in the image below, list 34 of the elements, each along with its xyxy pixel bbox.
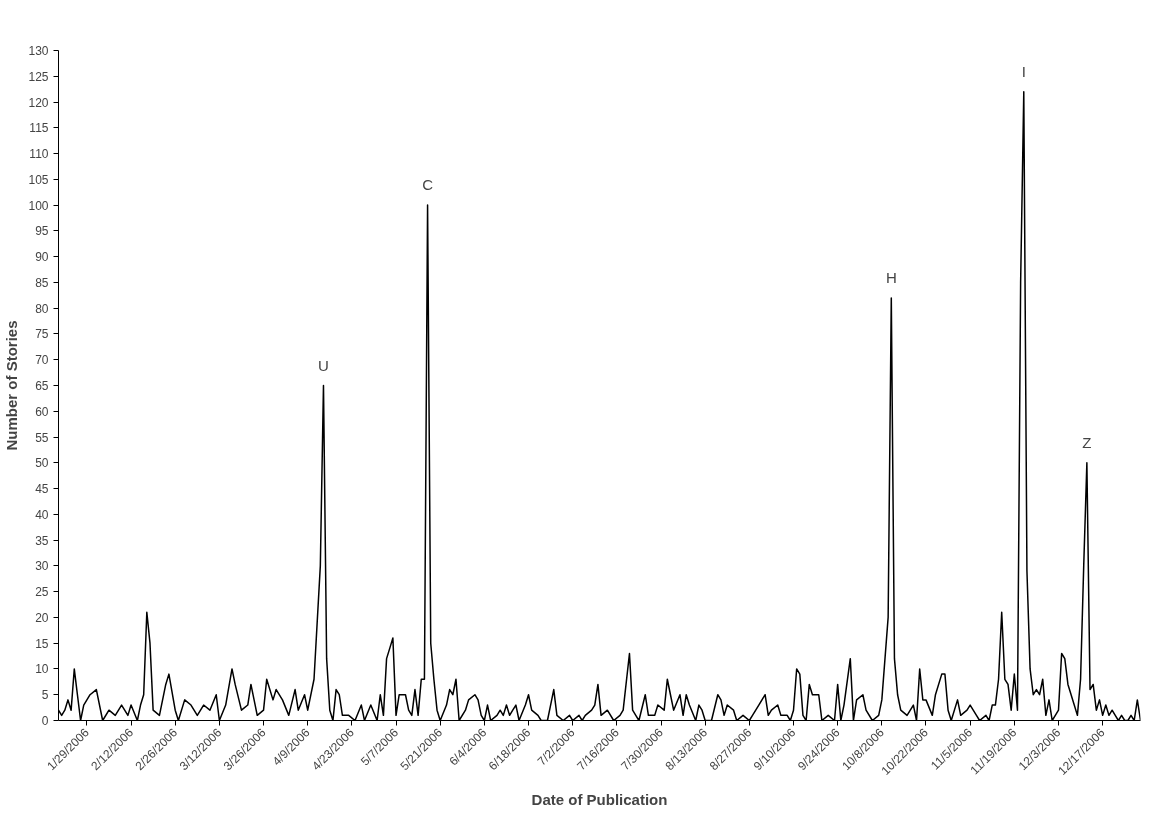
y-tick-label: 110 xyxy=(29,147,49,162)
y-tick-label: 0 xyxy=(41,714,49,728)
y-tick-label: 70 xyxy=(35,353,49,368)
y-tick-label: 45 xyxy=(35,482,49,497)
annotation: Z xyxy=(1082,433,1092,451)
y-tick-label: 65 xyxy=(35,379,49,393)
y-tick-label: 80 xyxy=(35,301,49,316)
y-tick-label: 115 xyxy=(29,121,49,136)
y-tick-label: 125 xyxy=(28,69,49,84)
y-tick-label: 90 xyxy=(35,250,49,265)
y-tick-label: 105 xyxy=(28,172,49,187)
annotation: I xyxy=(1021,62,1026,80)
y-tick-label: 100 xyxy=(28,198,49,213)
y-tick-label: 55 xyxy=(35,430,49,445)
y-tick-label: 40 xyxy=(35,507,49,522)
y-tick-label: 50 xyxy=(35,456,49,471)
y-tick-label: 30 xyxy=(35,559,49,574)
y-tick-label: 60 xyxy=(35,404,49,419)
y-tick-label: 25 xyxy=(35,585,49,600)
y-tick-label: 15 xyxy=(35,636,49,651)
y-axis-title: Number of Stories xyxy=(3,320,21,451)
annotation: U xyxy=(318,356,329,374)
y-tick-label: 85 xyxy=(35,275,49,290)
x-axis-title: Date of Publication xyxy=(531,790,668,808)
annotation: C xyxy=(422,176,434,194)
y-tick-label: 120 xyxy=(28,95,49,110)
y-tick-label: 10 xyxy=(35,662,49,677)
y-tick-label: 75 xyxy=(35,327,49,342)
y-tick-label: 35 xyxy=(35,533,49,548)
y-tick-label: 20 xyxy=(35,610,49,625)
y-tick-label: 95 xyxy=(35,224,49,239)
annotation: H xyxy=(885,268,897,286)
y-tick-label: 130 xyxy=(28,44,49,58)
y-tick-label: 5 xyxy=(41,688,49,703)
